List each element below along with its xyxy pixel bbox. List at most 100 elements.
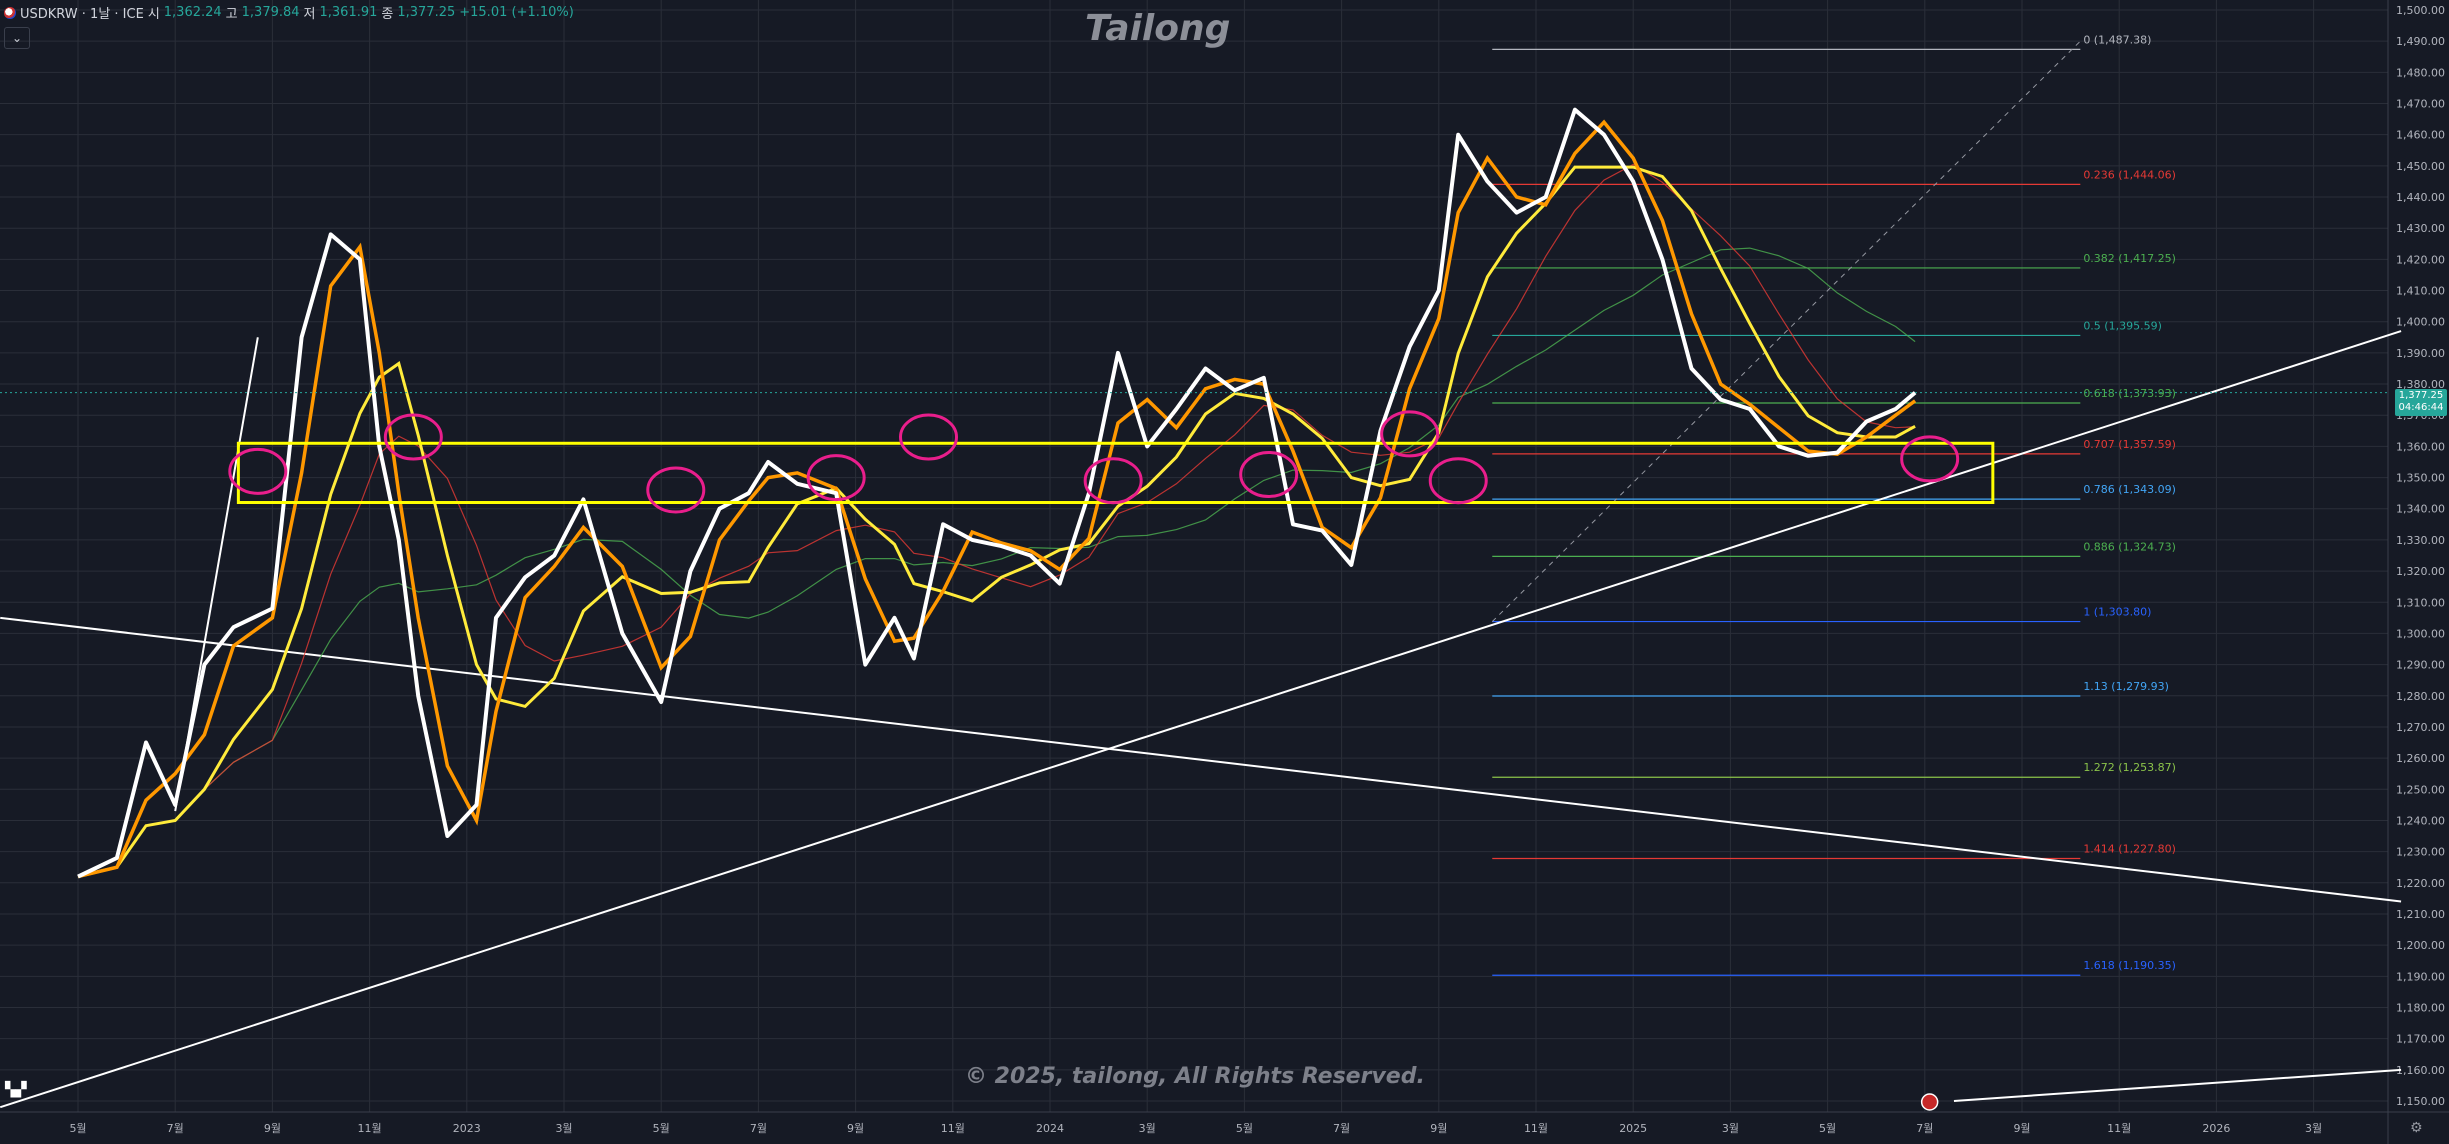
y-tick-label: 1,170.00 [2396,1033,2445,1046]
watermark-copyright: © 2025, tailong, All Rights Reserved. [965,1064,1425,1089]
y-tick-label: 1,200.00 [2396,939,2445,952]
x-tick-label: 2025 [1619,1122,1647,1135]
open-value: 1,362.24 [163,5,222,20]
y-tick-label: 1,320.00 [2396,565,2445,578]
x-tick-label: 11월 [1524,1122,1548,1135]
x-tick-label: 7월 [750,1122,767,1135]
y-tick-label: 1,240.00 [2396,814,2445,827]
y-tick-label: 1,220.00 [2396,877,2445,890]
highlight-circle [1380,410,1440,458]
highlight-circle [899,413,958,461]
close-label: 종 [381,7,394,22]
trendline [0,330,2402,1109]
highlight-circle [1083,457,1143,505]
fib-level-label: 0.382 (1,417.25) [2083,252,2176,265]
x-tick-label: 2024 [1036,1122,1064,1135]
settings-gear-icon[interactable]: ⚙ [2410,1120,2423,1136]
y-tick-label: 1,280.00 [2396,690,2445,703]
y-tick-label: 1,360.00 [2396,440,2445,453]
y-tick-label: 1,440.00 [2396,191,2445,204]
price-line [77,107,1917,879]
y-tick-label: 1,180.00 [2396,1001,2445,1014]
y-tick-label: 1,380.00 [2396,378,2445,391]
y-tick-label: 1,310.00 [2396,596,2445,609]
trendline [0,616,2402,903]
highlight-circle [1428,457,1488,505]
fib-level-label: 1 (1,303.80) [2083,606,2151,619]
highlight-circle [1900,435,1960,483]
y-tick-label: 1,190.00 [2396,970,2445,983]
x-tick-label: 3월 [1139,1122,1156,1135]
x-tick-label: 7월 [1916,1122,1933,1135]
x-tick-label: 5월 [69,1122,86,1135]
symbol-label[interactable]: USDKRW · 1날 · ICE [20,7,144,22]
bar-countdown: 04:46:44 [2398,402,2444,413]
watermark-title: Tailong [1085,8,1231,49]
x-tick-label: 5월 [1236,1122,1253,1135]
x-tick-label: 9월 [264,1122,281,1135]
fib-trend-dashed [1491,40,2081,622]
x-tick-label: 9월 [1430,1122,1447,1135]
collapse-legend-button[interactable]: ⌄ [4,27,30,49]
y-tick-label: 1,460.00 [2396,129,2445,142]
symbol-header: USDKRW · 1날 · ICE 시 1,362.24 고 1,379.84 … [4,3,574,22]
highlight-circle [228,447,288,495]
high-value: 1,379.84 [241,5,300,20]
y-tick-label: 1,410.00 [2396,285,2445,298]
fib-level-label: 1.272 (1,253.87) [2083,761,2176,774]
highlight-circle [383,413,443,461]
y-tick-label: 1,470.00 [2396,98,2445,111]
highlight-circle [806,454,866,502]
fib-level-label: 0.786 (1,343.09) [2083,483,2176,496]
y-tick-label: 1,250.00 [2396,783,2445,796]
y-tick-label: 1,160.00 [2396,1064,2445,1077]
y-tick-label: 1,390.00 [2396,347,2445,360]
x-tick-label: 11월 [941,1122,965,1135]
last-price: 1,377.25 [2398,390,2444,401]
x-tick-label: 9월 [847,1122,864,1135]
highlight-circle [646,466,706,514]
ma-orange-line [77,119,1917,879]
event-flag-icon [1920,1093,1939,1111]
low-value: 1,361.91 [319,5,378,20]
x-tick-label: 11월 [2107,1122,2131,1135]
fib-level-label: 0.5 (1,395.59) [2083,319,2162,332]
y-tick-label: 1,490.00 [2396,35,2445,48]
last-price-tag: 1,377.25 04:46:44 [2395,389,2447,416]
y-tick-label: 1,480.00 [2396,66,2445,79]
x-tick-label: 2023 [453,1122,481,1135]
x-tick-label: 2026 [2202,1122,2230,1135]
tradingview-logo-icon[interactable]: ▚▞ [5,1082,27,1098]
y-tick-label: 1,290.00 [2396,659,2445,672]
x-tick-label: 3월 [555,1122,572,1135]
highlight-circle [1239,450,1299,498]
open-label: 시 [147,7,160,22]
fib-level-label: 0.236 (1,444.06) [2083,168,2176,181]
y-tick-label: 1,350.00 [2396,472,2445,485]
y-tick-label: 1,450.00 [2396,160,2445,173]
trendline [1953,1068,2402,1102]
y-tick-label: 1,210.00 [2396,908,2445,921]
y-tick-label: 1,400.00 [2396,316,2445,329]
x-tick-label: 7월 [167,1122,184,1135]
y-tick-label: 1,330.00 [2396,534,2445,547]
x-tick-label: 3월 [2305,1122,2322,1135]
y-tick-label: 1,420.00 [2396,253,2445,266]
low-label: 저 [303,7,316,22]
y-tick-label: 1,340.00 [2396,503,2445,516]
x-tick-label: 9월 [2013,1122,2030,1135]
ma-green-line [77,247,1916,878]
y-tick-label: 1,230.00 [2396,846,2445,859]
change-value: +15.01 (+1.10%) [459,5,574,20]
fib-level-label: 0 (1,487.38) [2083,33,2151,46]
fib-level-label: 0.707 (1,357.59) [2083,438,2176,451]
us-flag-icon [4,6,16,19]
close-value: 1,377.25 [397,5,456,20]
y-tick-label: 1,500.00 [2396,4,2445,17]
x-tick-label: 11월 [358,1122,382,1135]
x-tick-label: 7월 [1333,1122,1350,1135]
fib-level-label: 1.618 (1,190.35) [2083,959,2176,972]
x-tick-label: 5월 [653,1122,670,1135]
